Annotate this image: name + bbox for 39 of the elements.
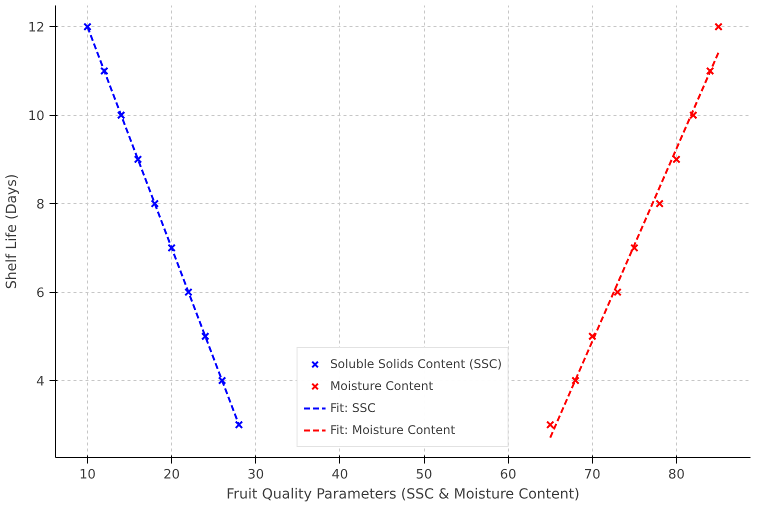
x-tick-label: 30: [247, 468, 264, 482]
x-tick-label: 40: [332, 468, 348, 482]
x-tick-label: 50: [416, 468, 432, 482]
point: [184, 288, 193, 296]
point: [201, 332, 210, 340]
x-tick-label: 10: [79, 468, 96, 482]
x-tick-label: 60: [500, 468, 516, 482]
legend-label: Moisture Content: [330, 379, 434, 393]
point: [218, 376, 226, 385]
y-tick-label: 12: [28, 20, 45, 36]
x-tick-label: 70: [584, 468, 601, 482]
y-axis-title: Shelf Life (Days): [4, 174, 20, 290]
point: [689, 111, 698, 120]
y-tick-label: 8: [36, 198, 45, 213]
point: [655, 199, 664, 208]
y-tick-label: 4: [36, 374, 45, 390]
point: [150, 199, 159, 208]
point: [630, 244, 639, 252]
x-tick-label: 20: [163, 468, 180, 482]
point: [134, 155, 142, 164]
point: [613, 288, 622, 296]
legend-label: Fit: Moisture Content: [330, 423, 456, 437]
point: [116, 111, 126, 120]
legend-label: Fit: SSC: [330, 401, 376, 415]
x-axis-title: Fruit Quality Parameters (SSC & Moisture Content): [226, 486, 580, 502]
point: [546, 420, 554, 429]
point: [571, 376, 580, 385]
point: [706, 66, 714, 76]
x-tick-label: 80: [668, 468, 685, 482]
point: [588, 332, 596, 340]
point: [83, 22, 92, 31]
point: [100, 66, 108, 76]
y-tick-label: 6: [36, 286, 45, 302]
point: [714, 22, 723, 31]
point: [167, 244, 176, 252]
y-tick-label: 10: [28, 109, 45, 124]
point: [234, 420, 244, 429]
point: [672, 155, 681, 164]
legend-label: Soluble Solids Content (SSC): [330, 357, 502, 371]
